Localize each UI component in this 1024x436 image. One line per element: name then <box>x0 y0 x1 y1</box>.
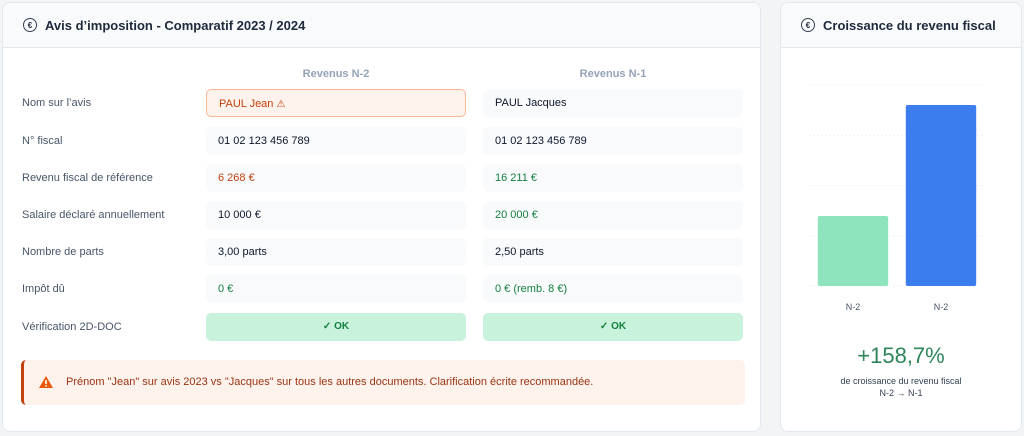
card-header: € Avis d’imposition - Comparatif 2023 / 2… <box>3 3 760 48</box>
card-title: Avis d’imposition - Comparatif 2023 / 20… <box>45 17 306 33</box>
row-label: Vérification 2D-DOC <box>22 321 122 333</box>
growth-stat: +158,7% <box>857 343 945 368</box>
cell: 6 268 € <box>206 164 466 192</box>
status-badge: ✓ OK <box>206 313 466 341</box>
card-title: Croissance du revenu fiscal <box>823 17 996 33</box>
cell: 16 211 € <box>483 164 743 192</box>
status-text: OK <box>611 321 627 332</box>
cell: 10 000 € <box>206 201 466 229</box>
cell-text: PAUL Jean <box>219 98 274 110</box>
warning-icon <box>39 376 53 388</box>
x-tick-label: N-2 <box>846 302 861 312</box>
chart: N-2 N-2 <box>809 84 985 312</box>
cell: 01 02 123 456 789 <box>206 127 466 155</box>
row-label: N° fiscal <box>22 135 63 147</box>
cell: 01 02 123 456 789 <box>483 127 743 155</box>
status-text: OK <box>334 321 350 332</box>
cell: 0 € <box>206 275 466 303</box>
row-label: Impôt dû <box>22 283 65 295</box>
cell: PAUL Jean ⚠ <box>206 89 466 117</box>
bar <box>817 216 889 286</box>
row-label: Nom sur l’avis <box>22 97 92 109</box>
cell: 0 € (remb. 8 €) <box>483 275 743 303</box>
growth-card: € Croissance du revenu fiscal N-2 N-2 +158… <box>780 2 1022 432</box>
bar <box>905 104 977 286</box>
x-tick-label: N-2 <box>934 302 949 312</box>
cell: 3,00 parts <box>206 238 466 266</box>
alert-banner: Prénom "Jean" sur avis 2023 vs "Jacques"… <box>21 360 745 405</box>
cell: 20 000 € <box>483 201 743 229</box>
row-label: Revenu fiscal de référence <box>22 172 153 184</box>
status-badge: ✓ OK <box>483 313 743 341</box>
alert-text: Prénom "Jean" sur avis 2023 vs "Jacques"… <box>66 376 594 388</box>
cell: 2,50 parts <box>483 238 743 266</box>
comparison-card: € Avis d’imposition - Comparatif 2023 / 2… <box>2 2 761 432</box>
card-header: € Croissance du revenu fiscal <box>781 3 1021 48</box>
cell: PAUL Jacques <box>483 89 743 117</box>
growth-caption: N-2 → N-1 <box>879 388 923 398</box>
row-label: Salaire déclaré annuellement <box>22 209 165 221</box>
growth-caption: de croissance du revenu fiscal <box>840 376 962 386</box>
column-header: Revenus N-1 <box>579 68 647 80</box>
column-header: Revenus N-2 <box>302 68 370 80</box>
row-label: Nombre de parts <box>22 246 104 258</box>
